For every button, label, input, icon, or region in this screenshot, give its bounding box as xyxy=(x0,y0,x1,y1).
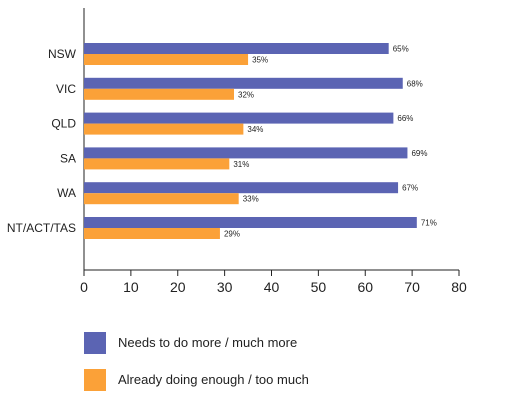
x-tick-label-50: 50 xyxy=(311,279,327,295)
data-label-wa-series-1: 67% xyxy=(402,184,418,193)
bars xyxy=(84,43,417,239)
x-tick-label-40: 40 xyxy=(264,279,280,295)
category-label-nt-act-tas: NT/ACT/TAS xyxy=(7,221,76,235)
x-tick-label-0: 0 xyxy=(80,279,88,295)
bar-vic-series-2 xyxy=(84,88,234,100)
data-label-qld-series-1: 66% xyxy=(397,114,413,123)
data-label-nt-act-tas-series-2: 29% xyxy=(224,230,240,239)
x-tick-label-80: 80 xyxy=(451,279,467,295)
legend-label-doing-enough: Already doing enough / too much xyxy=(118,372,309,387)
legend-swatch-needs-more xyxy=(84,332,106,354)
bar-wa-series-1 xyxy=(84,182,399,194)
bar-qld-series-2 xyxy=(84,123,244,135)
bar-sa-series-1 xyxy=(84,147,408,159)
bar-nt-act-tas-series-1 xyxy=(84,217,417,228)
x-tick-label-60: 60 xyxy=(357,279,373,295)
data-labels: 65% 35% 68% 32% 66% 34% 69% 31% 67% 33% 71% 29% xyxy=(224,45,437,239)
plot-area: NSW VIC QLD SA WA NT/ACT/TAS 65% 35% 68% 32% 66% 3… xyxy=(7,8,467,295)
category-label-sa: SA xyxy=(60,151,76,165)
category-labels: NSW VIC QLD SA WA NT/ACT/TAS xyxy=(7,47,77,235)
x-tick-label-10: 10 xyxy=(123,279,139,295)
data-label-nsw-series-1: 65% xyxy=(393,45,409,54)
data-label-wa-series-2: 33% xyxy=(243,195,259,204)
data-label-sa-series-2: 31% xyxy=(233,160,249,169)
data-label-sa-series-1: 69% xyxy=(411,149,427,158)
category-label-nsw: NSW xyxy=(48,47,77,61)
data-label-vic-series-2: 32% xyxy=(238,90,254,99)
category-label-wa: WA xyxy=(57,186,76,200)
legend-label-needs-more: Needs to do more / much more xyxy=(118,335,297,350)
bar-qld-series-1 xyxy=(84,112,394,124)
x-tick-label-20: 20 xyxy=(170,279,186,295)
legend-swatch-doing-enough xyxy=(84,369,106,391)
x-tick-label-70: 70 xyxy=(404,279,420,295)
bar-nt-act-tas-series-2 xyxy=(84,228,220,239)
bar-wa-series-2 xyxy=(84,193,239,205)
bar-nsw-series-2 xyxy=(84,54,249,65)
data-label-qld-series-2: 34% xyxy=(247,125,263,134)
x-axis-ticks: 0 10 20 30 40 50 60 70 80 xyxy=(80,270,467,295)
bar-nsw-series-1 xyxy=(84,43,389,54)
data-label-nsw-series-2: 35% xyxy=(252,56,268,65)
data-label-nt-act-tas-series-1: 71% xyxy=(421,219,437,228)
category-label-qld: QLD xyxy=(51,117,76,131)
category-label-vic: VIC xyxy=(56,82,76,96)
bar-sa-series-2 xyxy=(84,158,230,170)
bar-vic-series-1 xyxy=(84,77,403,89)
data-label-vic-series-1: 68% xyxy=(407,79,423,88)
x-tick-label-30: 30 xyxy=(217,279,233,295)
legend: Needs to do more / much more Already doi… xyxy=(84,332,309,391)
